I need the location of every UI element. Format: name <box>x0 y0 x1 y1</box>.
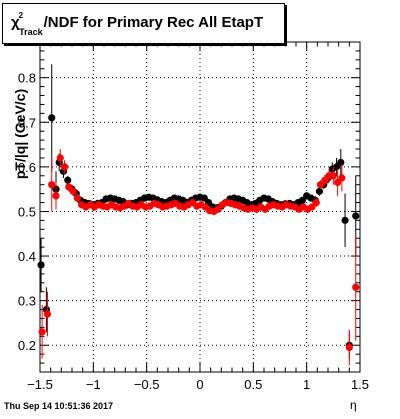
data-point-s0-61 <box>298 196 306 204</box>
y-tick-label: 0.7 <box>18 115 36 130</box>
data-point-s1-64 <box>312 198 320 207</box>
data-point-s1-1 <box>43 310 52 318</box>
data-point-s0-69 <box>332 163 341 171</box>
data-point-s0-2 <box>48 114 56 122</box>
data-point-s0-38 <box>200 194 208 202</box>
data-point-s1-3 <box>52 192 60 200</box>
title-text: /NDF for Primary Rec All EtapT <box>43 14 264 31</box>
data-point-s0-0 <box>37 261 45 269</box>
data-point-s1-65 <box>316 181 325 189</box>
data-point-s0-73 <box>352 212 360 220</box>
data-point-s1-66 <box>321 176 329 184</box>
y-tick-label: 0.6 <box>18 160 36 175</box>
data-point-s1-72 <box>352 283 360 291</box>
data-point-s0-70 <box>337 158 345 167</box>
data-point-s1-63 <box>308 203 316 211</box>
data-point-s1-5 <box>60 163 69 171</box>
x-axis-label: η <box>350 398 357 412</box>
y-tick-label: 0.2 <box>18 338 36 353</box>
y-tick-label: 0.8 <box>18 71 36 86</box>
data-point-s1-41 <box>214 205 222 213</box>
title-subscript: Track <box>19 27 43 37</box>
data-point-s1-68 <box>329 172 337 180</box>
title-superscript: 2 <box>18 11 24 20</box>
data-point-s1-8 <box>73 194 81 202</box>
data-point-s1-70 <box>338 174 346 182</box>
x-tick-label: −1.5 <box>27 377 53 392</box>
x-tick-label: 1.5 <box>351 377 369 392</box>
y-tick-label: 0.3 <box>18 294 36 309</box>
y-axis-label: pT/|q| (GeV/c) <box>12 88 28 180</box>
x-tick-label: −1 <box>86 377 101 392</box>
data-point-s1-6 <box>65 183 73 191</box>
data-point-s1-69 <box>334 178 342 187</box>
x-tick-label: −0.5 <box>134 377 160 392</box>
data-point-s0-6 <box>64 176 72 184</box>
y-tick-label: 0.5 <box>18 204 36 219</box>
chart-title-box: χ2 Track/NDF for Primary Rec All EtapT <box>2 3 285 44</box>
data-point-s1-0 <box>38 328 46 336</box>
x-tick-label: 1 <box>303 377 310 392</box>
y-tick-label: 0.4 <box>18 249 36 264</box>
data-point-s1-2 <box>48 181 56 189</box>
data-point-s1-4 <box>56 154 64 162</box>
title-chi-symbol: χ <box>11 14 20 31</box>
chart-title: χ2 Track/NDF for Primary Rec All EtapT <box>11 11 264 37</box>
data-point-s0-65 <box>315 187 324 195</box>
x-tick-label: 0.5 <box>244 377 262 392</box>
x-tick-label: 0 <box>196 377 203 392</box>
timestamp: Thu Sep 14 10:51:36 2017 <box>4 401 114 411</box>
data-point-s0-71 <box>341 216 349 224</box>
data-point-s1-7 <box>69 187 77 195</box>
data-point-s1-71 <box>345 343 353 352</box>
